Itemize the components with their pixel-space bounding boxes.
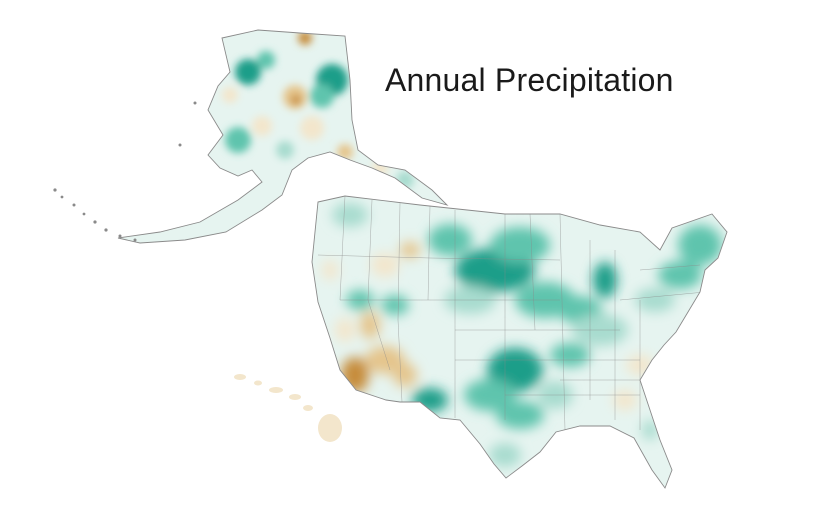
aleutian-islands: [53, 101, 197, 242]
contiguous-us-region: [311, 195, 728, 489]
hawaii-region: [234, 374, 342, 442]
map-title: Annual Precipitation: [385, 62, 674, 98]
state-boundaries: [317, 196, 706, 431]
